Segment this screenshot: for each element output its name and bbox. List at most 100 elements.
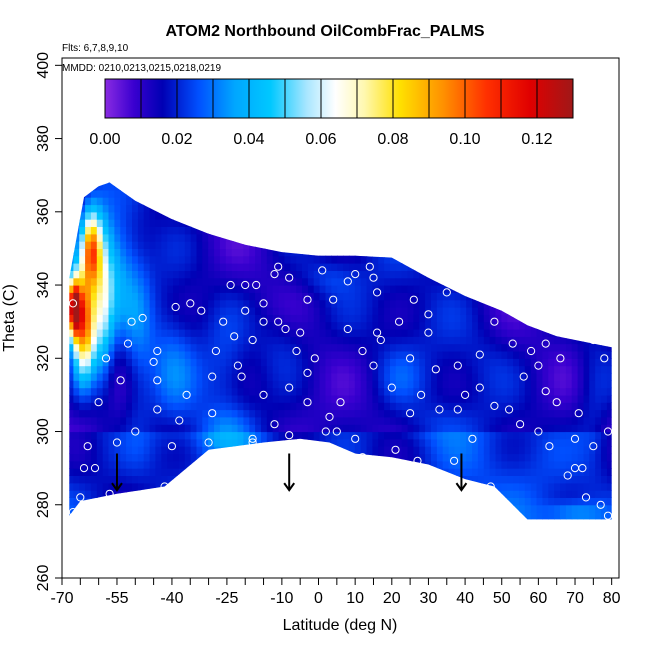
- heatmap-cell: [483, 226, 491, 235]
- heatmap-cell: [184, 468, 192, 476]
- heatmap-cell: [431, 197, 438, 206]
- heatmap-cell: [178, 343, 186, 352]
- heatmap-cell: [425, 387, 432, 396]
- heatmap-cell: [390, 277, 397, 286]
- heatmap-cell: [331, 343, 338, 352]
- heatmap-cell: [507, 438, 514, 447]
- heatmap-cell: [261, 343, 268, 352]
- heatmap-cell: [483, 460, 491, 469]
- heatmap-cell: [219, 358, 227, 367]
- heatmap-cell: [343, 255, 350, 264]
- heatmap-cell: [601, 182, 608, 191]
- heatmap-cell: [390, 321, 397, 330]
- heatmap-cell: [114, 270, 121, 279]
- heatmap-cell: [319, 314, 327, 323]
- heatmap-cell: [249, 270, 256, 279]
- heatmap-cell: [190, 409, 198, 418]
- heatmap-cell: [565, 197, 573, 206]
- heatmap-cell: [161, 504, 168, 513]
- heatmap-cell: [161, 365, 168, 374]
- heatmap-cell: [178, 255, 186, 264]
- heatmap-cell: [519, 431, 526, 440]
- heatmap-cell: [296, 343, 303, 352]
- heatmap-cell: [90, 402, 98, 411]
- heatmap-cell: [307, 409, 315, 418]
- heatmap-cell: [337, 512, 344, 520]
- heatmap-cell: [395, 402, 403, 411]
- heatmap-cell: [296, 336, 303, 345]
- heatmap-cell: [513, 446, 520, 455]
- heatmap-cell: [184, 336, 192, 345]
- heatmap-cell: [126, 446, 133, 455]
- heatmap-field: [69, 182, 612, 527]
- heatmap-cell: [577, 446, 585, 455]
- heatmap-cell: [343, 372, 350, 381]
- heatmap-cell: [196, 336, 203, 345]
- heatmap-cell: [261, 299, 268, 308]
- heatmap-cell: [536, 182, 543, 191]
- heatmap-cell: [577, 497, 585, 506]
- heatmap-cell: [384, 182, 391, 191]
- heatmap-cell: [507, 365, 514, 374]
- heatmap-cell: [483, 204, 491, 213]
- heatmap-cell: [560, 321, 567, 330]
- heatmap-cell: [454, 446, 461, 455]
- heatmap-cell: [313, 438, 321, 447]
- heatmap-cell: [219, 336, 227, 345]
- heatmap-cell: [542, 424, 549, 433]
- heatmap-cell: [477, 197, 485, 206]
- heatmap-cell: [390, 394, 397, 403]
- heatmap-cell: [85, 241, 92, 249]
- heatmap-cell: [565, 336, 573, 345]
- heatmap-cell: [390, 211, 397, 220]
- heatmap-cell: [413, 329, 420, 337]
- heatmap-cell: [436, 226, 444, 235]
- heatmap-cell: [219, 468, 227, 476]
- heatmap-cell: [196, 446, 203, 455]
- heatmap-cell: [214, 468, 221, 476]
- heatmap-cell: [360, 226, 368, 235]
- heatmap-cell: [524, 475, 532, 484]
- heatmap-cell: [472, 424, 479, 433]
- heatmap-cell: [102, 314, 110, 323]
- heatmap-cell: [495, 233, 502, 242]
- heatmap-cell: [202, 233, 209, 242]
- heatmap-cell: [290, 512, 297, 520]
- heatmap-cell: [190, 189, 198, 198]
- heatmap-cell: [448, 182, 456, 191]
- heatmap-cell: [108, 504, 115, 513]
- heatmap-cell: [103, 519, 110, 527]
- heatmap-cell: [577, 219, 585, 227]
- heatmap-cell: [542, 351, 549, 359]
- heatmap-cell: [436, 446, 444, 455]
- heatmap-cell: [219, 307, 227, 315]
- heatmap-cell: [249, 416, 256, 425]
- heatmap-cell: [126, 416, 133, 425]
- heatmap-cell: [208, 233, 215, 242]
- heatmap-cell: [472, 482, 479, 491]
- heatmap-cell: [319, 431, 327, 440]
- heatmap-cell: [378, 182, 385, 184]
- heatmap-cell: [167, 285, 174, 293]
- heatmap-cell: [249, 182, 256, 191]
- heatmap-cell: [565, 372, 573, 381]
- heatmap-cell: [313, 307, 321, 315]
- heatmap-cell: [425, 365, 432, 374]
- heatmap-cell: [378, 329, 385, 337]
- heatmap-cell: [219, 380, 227, 389]
- heatmap-cell: [325, 343, 332, 352]
- heatmap-cell: [243, 482, 250, 491]
- heatmap-cell: [290, 248, 297, 257]
- heatmap-cell: [565, 189, 573, 198]
- heatmap-cell: [489, 197, 497, 206]
- heatmap-cell: [384, 402, 391, 411]
- heatmap-cell: [513, 519, 520, 527]
- heatmap-cell: [73, 431, 80, 440]
- heatmap-cell: [161, 431, 168, 440]
- heatmap-cell: [495, 453, 502, 462]
- heatmap-cell: [196, 241, 203, 249]
- heatmap-cell: [595, 263, 602, 271]
- heatmap-cell: [208, 182, 215, 184]
- heatmap-cell: [155, 351, 162, 359]
- heatmap-cell: [548, 490, 555, 498]
